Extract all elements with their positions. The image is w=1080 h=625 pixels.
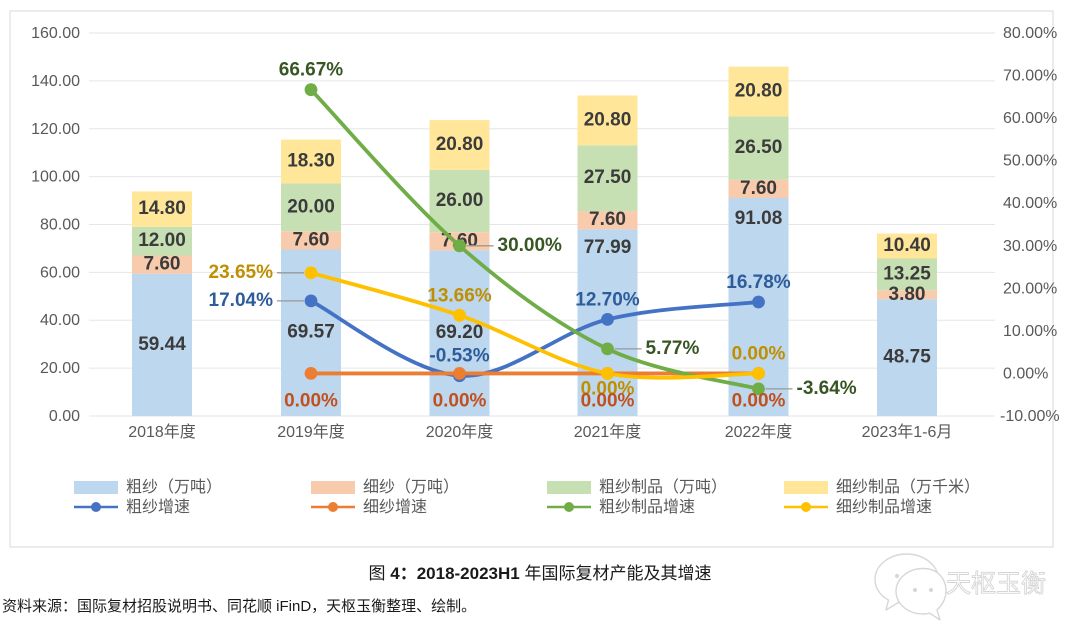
svg-text:天枢玉衡: 天枢玉衡 <box>946 570 1046 598</box>
